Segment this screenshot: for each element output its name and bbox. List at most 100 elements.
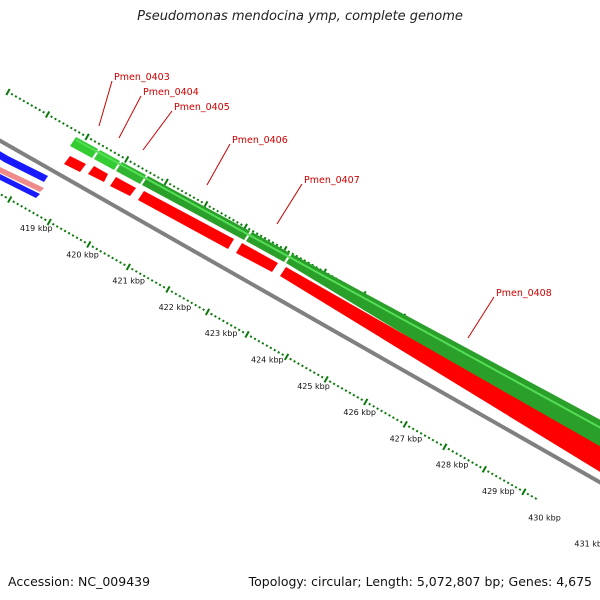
outer-minor-tick (22, 99, 26, 103)
scale-tick-label: 429 kbp (482, 487, 515, 496)
inner-major-tick (481, 465, 487, 473)
scale-tick-label: 423 kbp (205, 329, 238, 338)
inner-minor-tick (253, 337, 257, 341)
inner-minor-tick (439, 443, 443, 446)
outer-minor-tick (133, 162, 136, 166)
inner-minor-tick (79, 238, 83, 242)
topology-label: Topology: circular; Length: 5,072,807 bp… (248, 574, 592, 589)
inner-minor-tick (190, 301, 194, 305)
inner-minor-tick (134, 270, 138, 273)
cds-pmen-0404-reverse[interactable] (88, 166, 108, 182)
inner-minor-tick (170, 290, 174, 294)
outer-minor-tick (240, 223, 243, 227)
outer-minor-tick (26, 101, 30, 105)
outer-minor-tick (10, 92, 14, 96)
inner-minor-tick (174, 292, 178, 296)
inner-minor-tick (388, 413, 391, 417)
scale-tick-label: 431 kbp (574, 540, 600, 549)
outer-minor-tick (73, 128, 77, 132)
outer-minor-tick (168, 182, 172, 186)
gene-label-pmen-0406[interactable]: Pmen_0406 (232, 135, 288, 146)
outer-minor-tick (105, 146, 109, 150)
inner-minor-tick (526, 492, 530, 496)
outer-minor-tick (251, 230, 255, 233)
inner-minor-tick (340, 387, 344, 390)
inner-minor-tick (269, 346, 273, 350)
scale-tick-label: 428 kbp (436, 461, 469, 470)
inner-minor-tick (257, 339, 261, 343)
inner-major-tick (204, 308, 211, 316)
inner-minor-tick (83, 240, 87, 244)
inner-minor-tick (467, 458, 470, 462)
inner-minor-tick (451, 449, 455, 453)
inner-minor-tick (103, 252, 107, 255)
outer-minor-tick (216, 209, 219, 213)
outer-minor-tick (77, 131, 81, 134)
inner-minor-tick (63, 229, 67, 233)
cds-pmen-0406-reverse[interactable] (138, 191, 234, 249)
feature-pink-track[interactable] (0, 166, 44, 192)
cds-pmen-0404[interactable] (94, 150, 120, 170)
gene-label-pmen-0408[interactable]: Pmen_0408 (496, 288, 552, 299)
inner-minor-tick (372, 405, 375, 408)
scale-tick-label: 419 kbp (20, 224, 53, 233)
inner-minor-tick (178, 294, 182, 298)
inner-minor-tick (392, 416, 395, 419)
inner-minor-tick (518, 488, 522, 491)
gene-label-pmen-0405[interactable]: Pmen_0405 (174, 102, 230, 113)
outer-minor-tick (275, 243, 279, 247)
inner-minor-tick (530, 494, 534, 498)
inner-minor-tick (368, 402, 372, 406)
inner-minor-tick (0, 193, 4, 197)
feature-blue-forward[interactable] (0, 150, 48, 182)
outer-minor-tick (180, 189, 184, 193)
gene-label-pmen-0407[interactable]: Pmen_0407 (304, 175, 360, 186)
inner-minor-tick (32, 211, 35, 215)
inner-major-tick (363, 398, 369, 406)
inner-minor-tick (233, 326, 237, 330)
inner-minor-tick (186, 299, 190, 303)
inner-minor-tick (202, 308, 205, 312)
inner-major-tick (402, 420, 408, 428)
outer-major-tick (163, 178, 169, 186)
inner-minor-tick (162, 285, 166, 289)
cds-pmen-0403[interactable] (70, 137, 98, 158)
outer-minor-tick (62, 122, 65, 125)
cds-pmen-0403-reverse[interactable] (64, 156, 86, 172)
gene-label-pmen-0404[interactable]: Pmen_0404 (143, 87, 199, 98)
inner-minor-tick (75, 236, 79, 240)
inner-minor-tick (399, 420, 403, 424)
outer-minor-tick (42, 110, 45, 114)
cds-pmen-0405[interactable] (116, 162, 146, 184)
feature-blue-reverse[interactable] (0, 173, 40, 198)
inner-major-tick (86, 240, 92, 249)
inner-minor-tick (463, 456, 466, 460)
inner-minor-tick (336, 384, 340, 388)
cds-pmen-0407-reverse[interactable] (236, 243, 278, 272)
inner-minor-tick (308, 369, 312, 372)
inner-minor-tick (194, 303, 197, 307)
inner-minor-tick (320, 375, 324, 379)
outer-minor-tick (247, 227, 251, 231)
outer-major-tick (44, 110, 51, 119)
inner-minor-tick (210, 312, 213, 316)
outer-minor-tick (81, 133, 85, 137)
cds-highlight (75, 139, 600, 429)
outer-minor-tick (30, 104, 34, 107)
cds-pmen-0408-reverse[interactable] (280, 267, 600, 478)
outer-minor-tick (129, 160, 132, 164)
outer-minor-tick (176, 187, 180, 191)
inner-minor-tick (20, 204, 23, 208)
leader-pmen-0403 (98, 80, 113, 127)
inner-minor-tick (407, 425, 411, 428)
cds-pmen-0405-reverse[interactable] (110, 177, 136, 196)
inner-minor-tick (277, 351, 281, 354)
outer-major-tick (84, 133, 90, 141)
inner-minor-tick (289, 357, 292, 361)
outer-minor-tick (160, 178, 164, 182)
outer-minor-tick (172, 185, 176, 188)
inner-minor-tick (498, 476, 502, 480)
inner-minor-tick (123, 263, 126, 267)
inner-minor-tick (99, 249, 103, 253)
gene-label-pmen-0403[interactable]: Pmen_0403 (114, 72, 170, 83)
